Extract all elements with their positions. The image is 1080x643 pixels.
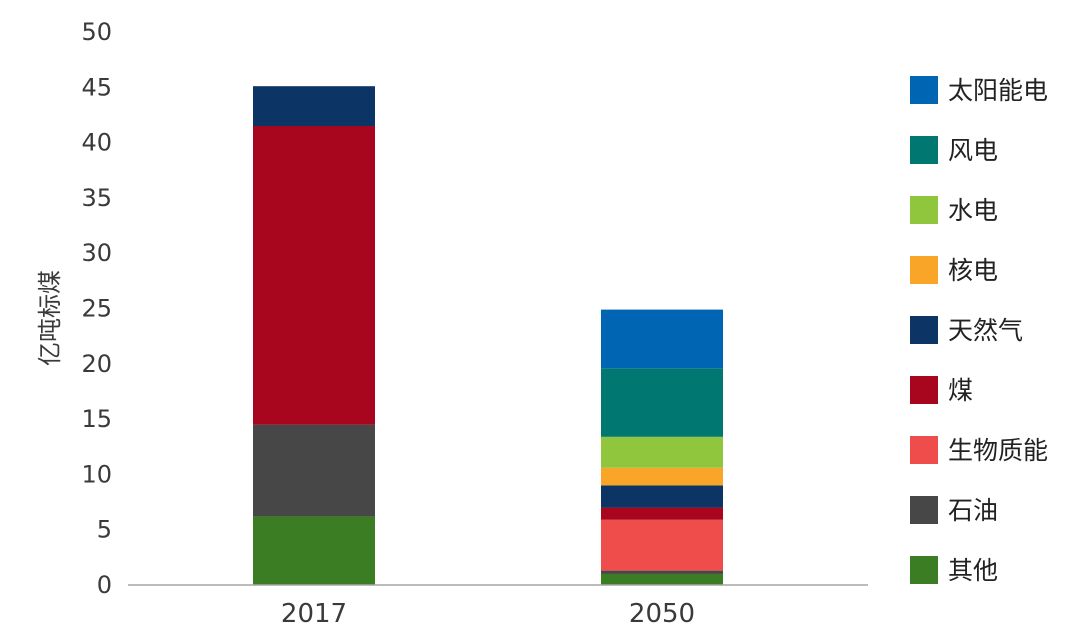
legend-item: 水电 xyxy=(910,196,998,225)
bar-stack-2017 xyxy=(253,86,375,585)
bar-segment-2050-4 xyxy=(601,485,723,508)
legend-item: 风电 xyxy=(910,136,998,165)
legend-label: 水电 xyxy=(948,196,998,225)
y-tick-label: 35 xyxy=(81,184,112,212)
bar-segment-2050-2 xyxy=(601,519,723,571)
bar-segment-2017-0 xyxy=(253,516,375,585)
bar-segment-2050-1 xyxy=(601,570,723,574)
x-axis: 2017 2050 xyxy=(281,599,695,629)
y-tick-label: 40 xyxy=(81,129,112,157)
legend-label: 太阳能电 xyxy=(948,76,1048,105)
y-tick-label: 50 xyxy=(81,18,112,46)
bar-segment-2050-3 xyxy=(601,507,723,520)
legend-swatch xyxy=(910,496,938,524)
legend-item: 其他 xyxy=(910,556,998,585)
x-tick-label: 2050 xyxy=(629,599,695,629)
legend-item: 太阳能电 xyxy=(910,76,1048,105)
y-axis: 0 5 10 15 20 25 30 35 40 45 50 xyxy=(81,18,112,599)
y-tick-label: 15 xyxy=(81,405,112,433)
legend-swatch xyxy=(910,556,938,584)
legend-label: 石油 xyxy=(948,496,998,525)
legend-item: 生物质能 xyxy=(910,436,1048,465)
y-axis-label: 亿吨标煤 xyxy=(36,270,64,366)
bar-segment-2017-4 xyxy=(253,86,375,127)
bar-segment-2050-0 xyxy=(601,573,723,585)
y-tick-label: 30 xyxy=(81,239,112,267)
legend-swatch xyxy=(910,376,938,404)
bars xyxy=(253,86,723,585)
bar-segment-2050-7 xyxy=(601,368,723,437)
legend-item: 核电 xyxy=(910,256,998,285)
y-tick-label: 10 xyxy=(81,460,112,488)
legend-item: 煤 xyxy=(910,376,973,405)
bar-segment-2017-1 xyxy=(253,424,375,517)
legend-label: 核电 xyxy=(948,256,998,285)
legend-label: 其他 xyxy=(948,556,998,585)
legend-swatch xyxy=(910,256,938,284)
bar-segment-2050-8 xyxy=(601,309,723,369)
legend-item: 石油 xyxy=(910,496,998,525)
bar-stack-2050 xyxy=(601,309,723,585)
legend-label: 风电 xyxy=(948,136,998,165)
y-tick-label: 25 xyxy=(81,295,112,323)
legend-swatch xyxy=(910,136,938,164)
bar-segment-2017-3 xyxy=(253,126,375,425)
legend-label: 煤 xyxy=(948,376,973,405)
legend-swatch xyxy=(910,436,938,464)
legend-label: 天然气 xyxy=(948,316,1023,345)
legend-swatch xyxy=(910,76,938,104)
bar-segment-2050-6 xyxy=(601,436,723,468)
y-tick-label: 0 xyxy=(97,571,112,599)
bar-segment-2050-5 xyxy=(601,467,723,486)
legend-swatch xyxy=(910,196,938,224)
y-tick-label: 20 xyxy=(81,350,112,378)
x-tick-label: 2017 xyxy=(281,599,347,629)
y-tick-label: 5 xyxy=(97,516,112,544)
legend-swatch xyxy=(910,316,938,344)
y-tick-label: 45 xyxy=(81,73,112,101)
legend-item: 天然气 xyxy=(910,316,1023,345)
legend-label: 生物质能 xyxy=(948,436,1048,465)
